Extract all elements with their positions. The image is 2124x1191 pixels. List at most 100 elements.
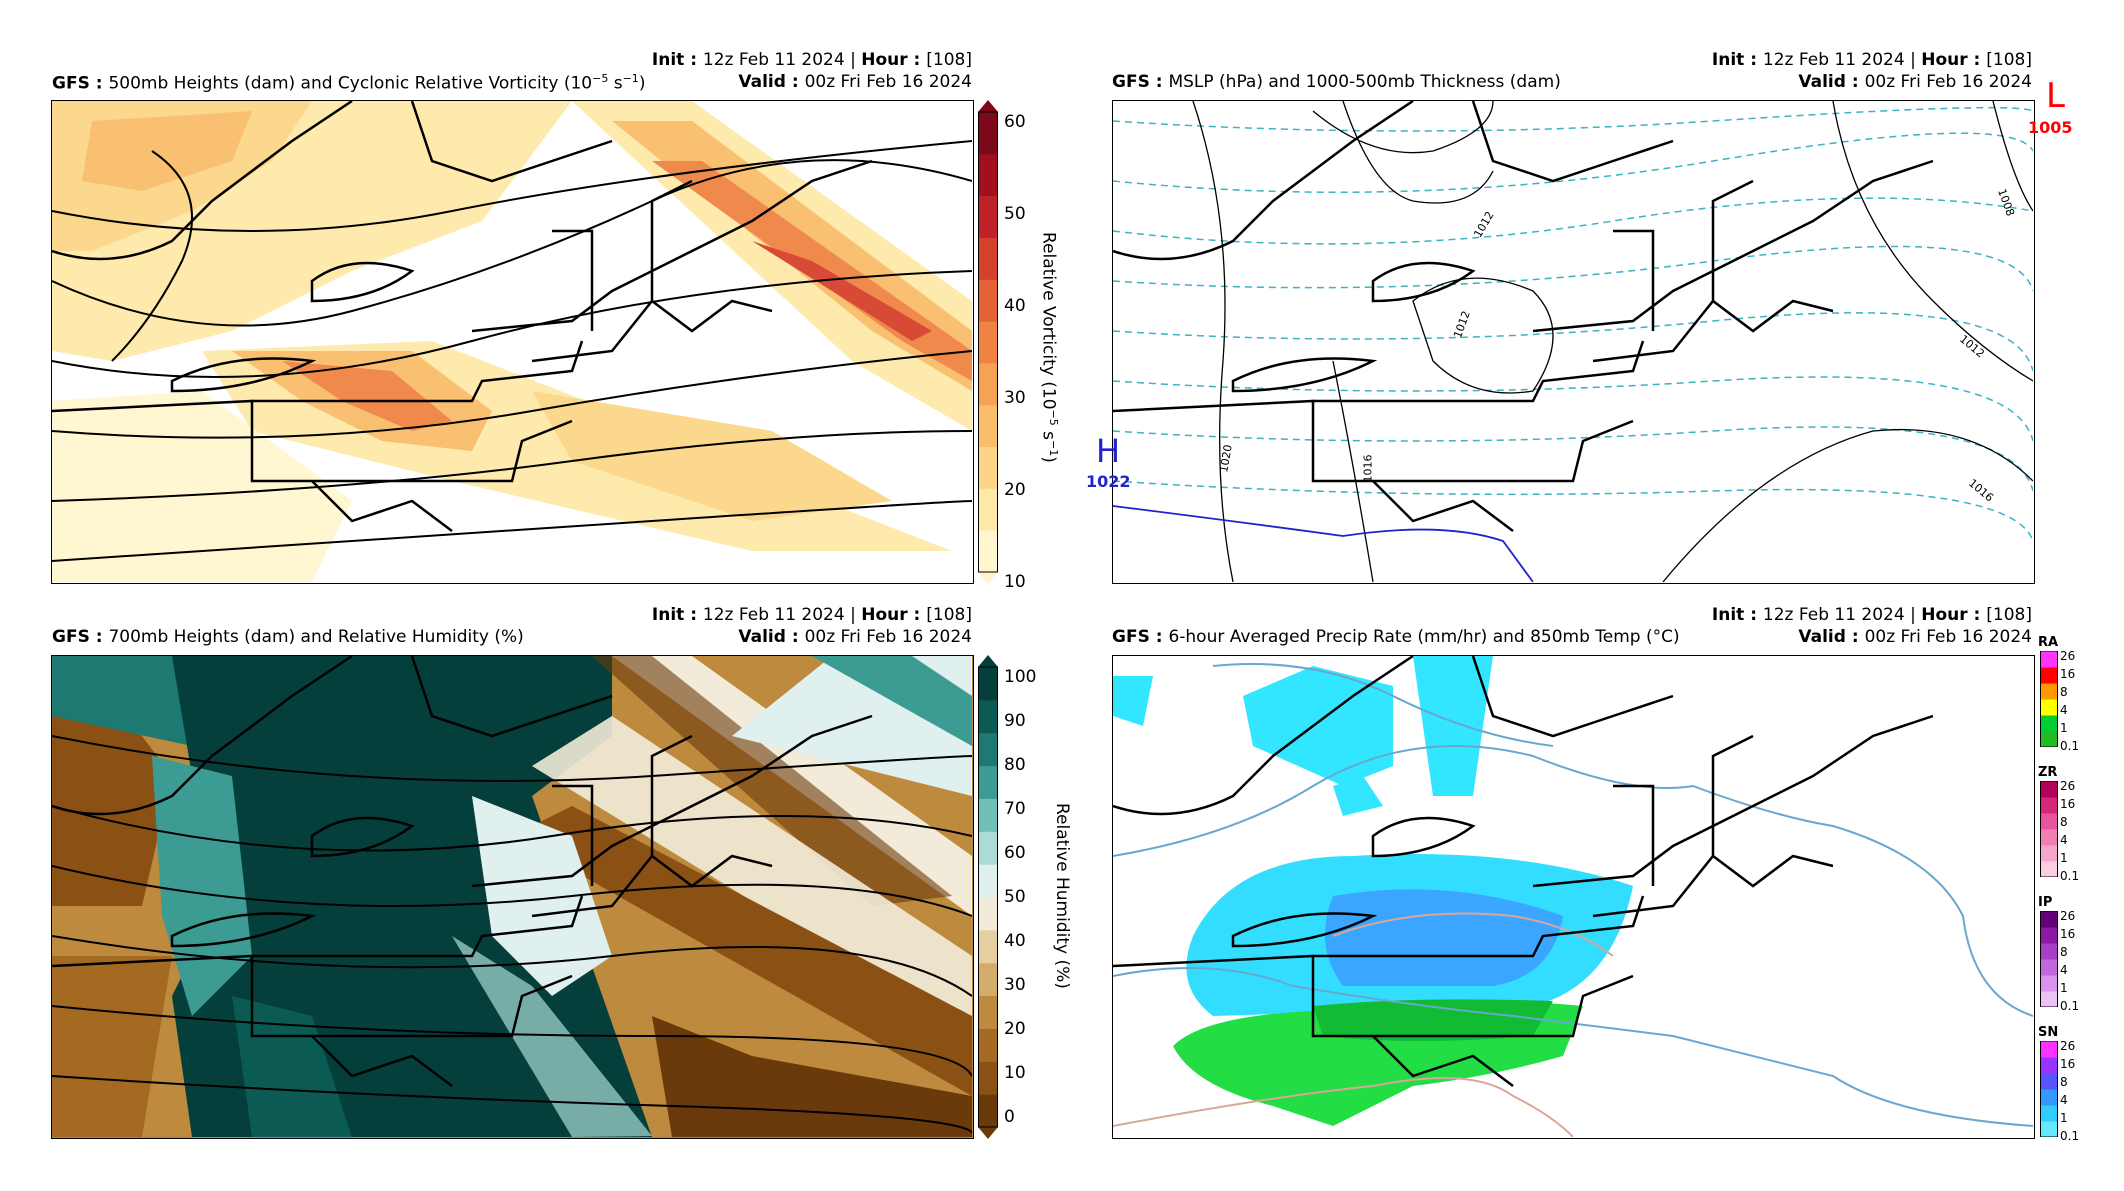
ptype-tick: 1: [2060, 851, 2068, 865]
cb-tick: 40: [1004, 296, 1026, 316]
panel-title: GFS : 700mb Heights (dam) and Relative H…: [52, 627, 524, 647]
init-label: Init: [1711, 605, 1745, 625]
colorbar-segment: [978, 362, 998, 406]
isobar-label: 1016: [1361, 454, 1375, 483]
colorbar-segment: [2040, 715, 2058, 732]
ptype-tick: 0.1: [2060, 1129, 2080, 1143]
panel-title: GFS : 6-hour Averaged Precip Rate (mm/hr…: [1112, 627, 1680, 647]
colorbar-segment: [978, 530, 998, 573]
colorbar-segment: [978, 831, 998, 865]
colorbar-segment: [2040, 959, 2058, 976]
colorbar-segment: [2040, 797, 2058, 814]
cb-tick: 0: [1004, 1107, 1015, 1127]
ptype-tick: 0.1: [2060, 999, 2080, 1013]
ptype-tick: 8: [2060, 685, 2068, 699]
model-name: GFS: [1112, 627, 1150, 647]
ptype-colorbar-zr: ZR 26 16 8 4 1 0.1: [2038, 765, 2098, 885]
colorbar-segment: [2040, 731, 2058, 747]
valid-label: Valid: [1798, 627, 1846, 647]
model-name: GFS: [52, 73, 90, 94]
mslp-map: [1112, 100, 2035, 584]
cb-tick: 30: [1004, 388, 1026, 408]
valid-line: Valid : 00z Fri Feb 16 2024: [1798, 72, 2032, 92]
valid-value: 00z Fri Feb 16 2024: [804, 627, 972, 647]
init-value: 12z Feb 11 2024: [1762, 605, 1905, 625]
colorbar-segment: [2040, 699, 2058, 716]
ptype-tick: 8: [2060, 815, 2068, 829]
model-name: GFS: [52, 627, 90, 647]
panel-700mb-rh: Init : 12z Feb 11 2024 | Hour : [108] GF…: [0, 595, 1072, 1191]
colorbar-segment: [978, 112, 998, 155]
colorbar-segment: [978, 732, 998, 767]
cb-tick: 40: [1004, 931, 1026, 951]
high-pressure-value: 1022: [1086, 472, 1131, 491]
hour-value: [108]: [926, 50, 972, 70]
valid-line: Valid : 00z Fri Feb 16 2024: [738, 627, 972, 647]
ptype-tick: 8: [2060, 945, 2068, 959]
ptype-label: SN: [2038, 1025, 2059, 1040]
cb-tick: 50: [1004, 887, 1026, 907]
cb-tick: 20: [1004, 1019, 1026, 1039]
panel-mslp-thickness: Init : 12z Feb 11 2024 | Hour : [108] GF…: [1062, 0, 2124, 595]
colorbar-segment: [978, 153, 998, 197]
colorbar-max-arrow: [978, 100, 998, 112]
hour-label: Hour: [1921, 50, 1968, 70]
rh-map: [51, 655, 974, 1139]
ptype-tick: 0.1: [2060, 869, 2080, 883]
colorbar-segment: [2040, 1057, 2058, 1074]
init-line: Init : 12z Feb 11 2024 | Hour : [108]: [1711, 50, 2032, 70]
colorbar-segment: [2040, 911, 2058, 928]
ptype-tick: 4: [2060, 703, 2068, 717]
rh-map-graphic: [52, 656, 972, 1137]
colorbar-segment: [978, 1028, 998, 1062]
ptype-tick: 1: [2060, 721, 2068, 735]
valid-label: Valid: [1798, 72, 1846, 92]
ip-colorbar-graphic: [2040, 911, 2058, 1007]
rh-colorbar-graphic: [978, 655, 998, 1139]
valid-value: 00z Fri Feb 16 2024: [804, 72, 972, 92]
ptype-label: RA: [2038, 635, 2059, 650]
ptype-tick: 4: [2060, 1093, 2068, 1107]
valid-label: Valid: [738, 72, 786, 92]
mslp-map-graphic: [1113, 101, 2033, 582]
precip-map-graphic: [1113, 656, 2033, 1137]
colorbar-segment: [2040, 991, 2058, 1007]
colorbar-segment: [978, 864, 998, 898]
colorbar-border: [978, 666, 998, 1128]
ptype-tick: 16: [2060, 927, 2076, 941]
colorbar-segment: [2040, 1089, 2058, 1106]
colorbar-segment: [2040, 781, 2058, 798]
colorbar-segment: [2040, 813, 2058, 830]
vorticity-map: [51, 100, 974, 584]
cb-tick: 60: [1004, 843, 1026, 863]
hour-value: [108]: [1986, 50, 2032, 70]
colorbar-border: [2040, 651, 2058, 747]
colorbar-min-arrow: [978, 572, 998, 584]
panel-title: GFS : 500mb Heights (dam) and Cyclonic R…: [52, 72, 646, 94]
hour-label: Hour: [861, 50, 908, 70]
ptype-tick: 1: [2060, 1111, 2068, 1125]
vorticity-colorbar-graphic: [978, 100, 998, 584]
colorbar-segment: [978, 798, 998, 832]
colorbar-segment: [2040, 975, 2058, 992]
valid-line: Valid : 00z Fri Feb 16 2024: [738, 72, 972, 92]
colorbar-segment: [2040, 861, 2058, 877]
colorbar-segment: [978, 404, 998, 448]
colorbar-segment: [978, 897, 998, 931]
colorbar-segment: [978, 995, 998, 1029]
colorbar-segment: [978, 765, 998, 799]
ptype-tick: 26: [2060, 649, 2076, 663]
panel-title: GFS : MSLP (hPa) and 1000-500mb Thicknes…: [1112, 72, 1561, 92]
init-label: Init: [1711, 50, 1745, 70]
cb-tick: 60: [1004, 112, 1026, 132]
cb-tick: 100: [1004, 667, 1037, 687]
valid-label: Valid: [738, 627, 786, 647]
colorbar-segment: [978, 237, 998, 280]
colorbar-segment: [2040, 943, 2058, 960]
ptype-tick: 26: [2060, 909, 2076, 923]
ptype-tick: 26: [2060, 1039, 2076, 1053]
cb-tick: 90: [1004, 711, 1026, 731]
valid-value: 00z Fri Feb 16 2024: [1864, 72, 2032, 92]
hour-value: [108]: [1986, 605, 2032, 625]
colorbar-segment: [2040, 845, 2058, 862]
